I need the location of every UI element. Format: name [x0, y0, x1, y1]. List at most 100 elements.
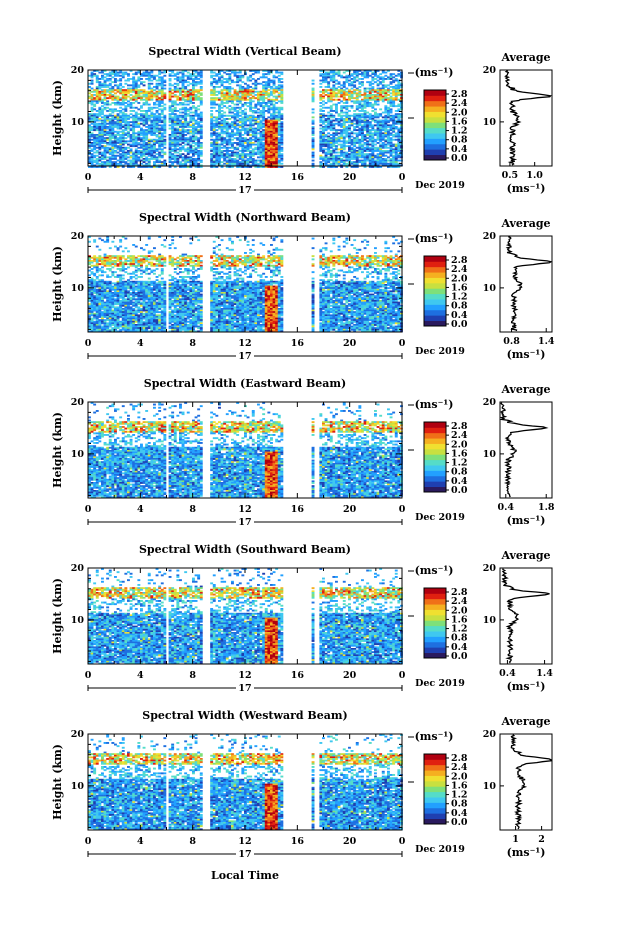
heatmap-cell: [132, 73, 135, 75]
heatmap-cell: [387, 160, 390, 162]
x-tick-label: 4: [137, 172, 144, 183]
heatmap-cell: [117, 160, 120, 162]
heatmap-cell: [93, 318, 96, 320]
avg-y-tick-label: 20: [483, 65, 497, 76]
heatmap-cell: [189, 121, 192, 123]
heatmap-cell: [148, 155, 151, 157]
heatmap-cell: [249, 110, 252, 112]
heatmap-cell: [122, 104, 125, 106]
heatmap-cell: [379, 140, 382, 142]
heatmap-cell: [106, 156, 109, 158]
heatmap-cell: [395, 128, 398, 130]
panel-0: Spectral Width (Vertical Beam)1020Height…: [51, 45, 552, 196]
heatmap-cell: [176, 91, 179, 93]
heatmap-cell: [254, 153, 257, 155]
heatmap-cell: [182, 118, 185, 120]
heatmap-cell: [200, 94, 203, 96]
heatmap-cell: [236, 148, 239, 150]
heatmap-cell: [322, 110, 325, 112]
heatmap-cell: [106, 86, 109, 88]
heatmap-cell: [345, 108, 348, 110]
figure: Spectral Width (Vertical Beam)1020Height…: [0, 0, 623, 929]
heatmap-cell: [140, 107, 143, 109]
heatmap-cell: [234, 137, 237, 139]
heatmap-cell: [361, 121, 364, 123]
heatmap-cell: [280, 108, 283, 110]
heatmap-cell: [322, 104, 325, 106]
heatmap-cell: [132, 102, 135, 104]
heatmap-cell: [150, 83, 153, 85]
heatmap-cell: [195, 132, 198, 134]
heatmap-cell: [322, 152, 325, 154]
heatmap-cell: [130, 129, 133, 131]
heatmap-cell: [231, 139, 234, 141]
heatmap-cell: [130, 78, 133, 80]
heatmap-cell: [387, 126, 390, 128]
heatmap-cell: [231, 116, 234, 118]
heatmap-cell: [319, 105, 322, 107]
heatmap-cell: [143, 81, 146, 83]
heatmap-cell: [223, 128, 226, 130]
heatmap-cell: [153, 152, 156, 154]
heatmap-cell: [228, 128, 231, 130]
heatmap-cell: [280, 144, 283, 146]
heatmap-cell: [127, 100, 130, 102]
heatmap-cell: [369, 75, 372, 77]
heatmap-cell: [390, 86, 393, 88]
heatmap-cell: [273, 96, 276, 98]
heatmap-cell: [340, 155, 343, 157]
heatmap-cell: [226, 118, 229, 120]
heatmap-cell: [179, 156, 182, 158]
heatmap-cell: [353, 145, 356, 147]
heatmap-cell: [119, 150, 122, 152]
heatmap-cell: [364, 107, 367, 109]
heatmap-cell: [275, 76, 278, 78]
heatmap-cell: [228, 118, 231, 120]
heatmap-cell: [397, 160, 400, 162]
heatmap-cell: [145, 153, 148, 155]
heatmap-cell: [239, 72, 242, 74]
heatmap-cell: [335, 134, 338, 136]
heatmap-cell: [119, 107, 122, 109]
heatmap-cell: [244, 124, 247, 126]
heatmap-cell: [195, 72, 198, 74]
heatmap-cell: [114, 131, 117, 133]
heatmap-cell: [210, 94, 213, 96]
heatmap-cell: [145, 104, 148, 106]
heatmap-cell: [163, 147, 166, 149]
heatmap-cell: [91, 314, 94, 316]
heatmap-cell: [210, 72, 213, 74]
heatmap-cell: [98, 249, 101, 251]
heatmap-cell: [382, 155, 385, 157]
heatmap-cell: [275, 112, 278, 114]
heatmap-cell: [153, 134, 156, 136]
heatmap-cell: [169, 124, 172, 126]
heatmap-cell: [325, 145, 328, 147]
heatmap-cell: [275, 91, 278, 93]
heatmap-cell: [374, 140, 377, 142]
heatmap-cell: [106, 104, 109, 106]
heatmap-cell: [335, 96, 338, 98]
heatmap-cell: [356, 108, 359, 110]
heatmap-cell: [104, 142, 107, 144]
heatmap-cell: [241, 129, 244, 131]
heatmap-cell: [195, 139, 198, 141]
heatmap-cell: [377, 80, 380, 82]
heatmap-cell: [228, 147, 231, 149]
heatmap-cell: [156, 75, 159, 77]
heatmap-cell: [215, 110, 218, 112]
heatmap-cell: [356, 80, 359, 82]
heatmap-cell: [176, 152, 179, 154]
heatmap-cell: [345, 136, 348, 138]
heatmap-cell: [364, 150, 367, 152]
heatmap-cell: [156, 104, 159, 106]
heatmap-cell: [278, 156, 281, 158]
heatmap-cell: [330, 147, 333, 149]
heatmap-cell: [117, 104, 120, 106]
heatmap-cell: [101, 158, 104, 160]
heatmap-cell: [335, 99, 338, 101]
heatmap-cell: [312, 160, 315, 162]
heatmap-cell: [395, 116, 398, 118]
heatmap-cell: [122, 108, 125, 110]
heatmap-cell: [93, 129, 96, 131]
